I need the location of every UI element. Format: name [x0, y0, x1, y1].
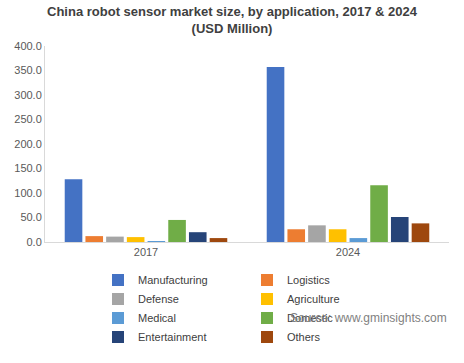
- svg-text:100.0: 100.0: [14, 187, 42, 199]
- svg-text:300.0: 300.0: [14, 89, 42, 101]
- svg-text:400.0: 400.0: [14, 40, 42, 52]
- svg-text:Logistics: Logistics: [287, 274, 330, 286]
- svg-text:Defense: Defense: [138, 293, 179, 305]
- svg-text:China robot sensor market size: China robot sensor market size, by appli…: [47, 4, 418, 36]
- svg-text:Agriculture: Agriculture: [287, 293, 340, 305]
- svg-text:350.0: 350.0: [14, 64, 42, 76]
- svg-text:200.0: 200.0: [14, 138, 42, 150]
- svg-text:Manufacturing: Manufacturing: [138, 274, 208, 286]
- svg-text:Medical: Medical: [138, 312, 176, 324]
- svg-text:2017: 2017: [134, 246, 158, 258]
- svg-text:150.0: 150.0: [14, 162, 42, 174]
- svg-text:0.0: 0.0: [27, 236, 42, 248]
- svg-text:50.0: 50.0: [20, 211, 41, 223]
- svg-text:250.0: 250.0: [14, 113, 42, 125]
- svg-text:Others: Others: [287, 331, 321, 343]
- svg-text:Domestic: Domestic: [287, 312, 333, 324]
- svg-text:2024: 2024: [336, 246, 360, 258]
- svg-text:Entertainment: Entertainment: [138, 331, 206, 343]
- svg-text:Source: www.gminsights.com: Source: www.gminsights.com: [290, 311, 447, 325]
